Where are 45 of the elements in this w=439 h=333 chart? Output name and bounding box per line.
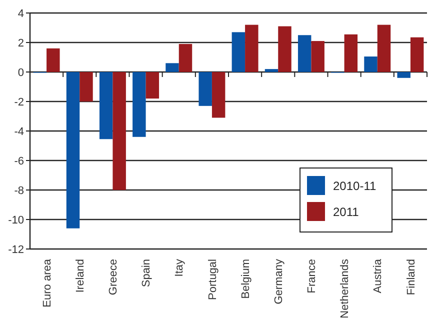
bar <box>364 56 378 72</box>
bar <box>410 37 424 72</box>
bar <box>212 72 226 118</box>
y-tick-label: -10 <box>8 214 24 226</box>
x-tick-label: Belgium <box>240 259 252 299</box>
x-tick-label: France <box>306 259 318 294</box>
x-tick-label: Itay <box>174 258 186 277</box>
bar <box>311 41 324 72</box>
y-tick-label: -8 <box>14 184 24 197</box>
bar <box>66 72 80 228</box>
y-tick-label: -2 <box>14 96 24 108</box>
x-tick-label: Ireland <box>74 259 86 293</box>
bar <box>278 26 292 72</box>
y-tick-label: -4 <box>14 126 24 138</box>
x-tick-label: Germany <box>272 258 285 304</box>
y-tick-label: -6 <box>14 155 24 168</box>
bar <box>178 44 192 72</box>
x-tick-label: Spain <box>140 259 153 288</box>
bar <box>46 48 60 72</box>
y-tick-label: 0 <box>18 66 24 79</box>
bar <box>245 24 258 72</box>
bar <box>132 72 146 137</box>
bar <box>198 72 212 106</box>
bar <box>232 32 246 72</box>
legend-label: 2011 <box>333 205 360 220</box>
x-tick-label: Greece <box>108 259 120 296</box>
bar <box>397 72 410 78</box>
x-tick-label: Portugal <box>206 259 219 300</box>
legend-label: 2010-11 <box>333 179 376 194</box>
bar <box>377 24 391 72</box>
bar <box>112 72 126 190</box>
x-tick-label: Austria <box>372 258 384 294</box>
bar <box>344 34 358 72</box>
x-tick-label: Netherlands <box>339 258 352 318</box>
x-tick-label: Finland <box>405 259 418 296</box>
y-tick-label: -12 <box>8 244 24 256</box>
bar <box>166 63 179 72</box>
y-tick-label: 2 <box>18 37 24 50</box>
bar <box>298 35 312 72</box>
bar <box>99 72 113 140</box>
bar <box>146 72 160 99</box>
bar <box>80 72 93 102</box>
y-tick-label: 4 <box>18 8 24 20</box>
x-tick-label: Euro area <box>41 258 54 308</box>
bar <box>264 69 278 72</box>
